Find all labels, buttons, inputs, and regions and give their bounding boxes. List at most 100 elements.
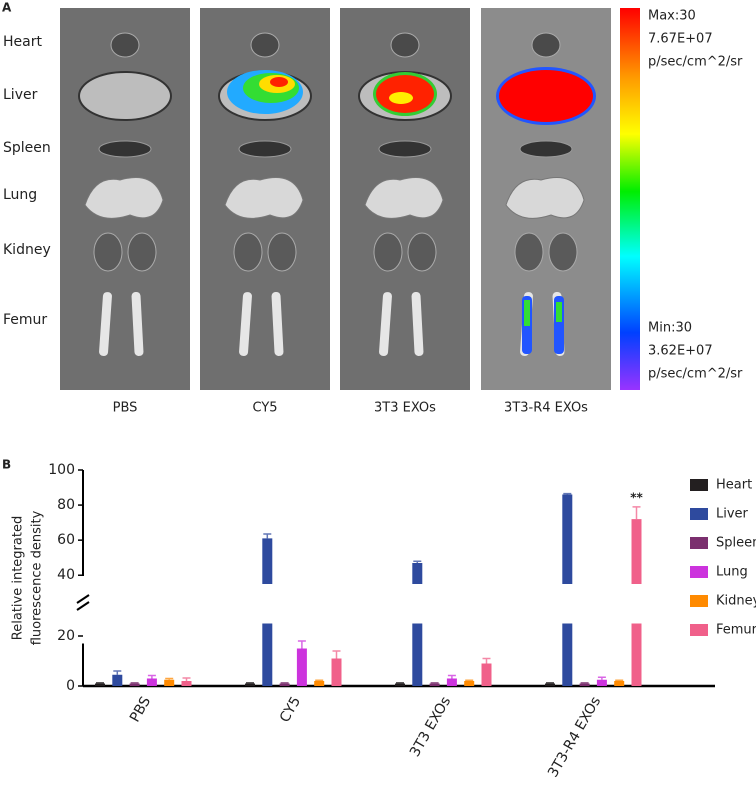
y-tick-label: 60 <box>57 532 75 548</box>
colorbar-max-label: Max:30 <box>648 9 696 24</box>
y-tick-label: 100 <box>48 462 75 478</box>
signal <box>524 300 530 326</box>
kidney <box>514 232 544 272</box>
error-bar <box>332 650 341 659</box>
colorbar-min-label: p/sec/cm^2/sr <box>648 367 743 382</box>
bar <box>614 681 625 686</box>
legend-label: Spleen <box>716 536 756 551</box>
colorbar-min-label: 3.62E+07 <box>648 344 713 359</box>
error-bar <box>113 670 122 675</box>
kidney <box>93 232 123 272</box>
x-tick-label: 3T3 EXOs <box>407 694 454 760</box>
organ-label: Kidney <box>3 242 51 258</box>
error-bar <box>315 679 324 681</box>
error-bar <box>182 677 191 681</box>
legend-swatch <box>690 479 708 491</box>
kidney <box>127 232 157 272</box>
error-bar <box>280 682 289 684</box>
error-bar <box>130 682 139 684</box>
error-bar <box>563 492 572 495</box>
femur <box>239 292 252 357</box>
legend-swatch <box>690 624 708 636</box>
colorbar-max-label: p/sec/cm^2/sr <box>648 55 743 70</box>
y-tick-label: 20 <box>57 628 75 644</box>
legend-label: Liver <box>716 507 749 522</box>
bar <box>446 678 457 686</box>
error-bar <box>482 657 491 664</box>
heart <box>390 32 420 58</box>
x-tick-label: 3T3-R4 EXOs <box>545 694 604 780</box>
organ-label: Femur <box>3 312 47 328</box>
signal <box>556 302 562 322</box>
lung <box>364 177 444 219</box>
panel-b: B Relative integrated fluorescence density… <box>2 458 756 781</box>
group-label: PBS <box>113 401 138 416</box>
lung <box>505 177 585 219</box>
spleen <box>238 140 292 158</box>
heart <box>110 32 140 58</box>
bar <box>481 663 492 686</box>
signal <box>270 77 288 87</box>
error-bar <box>546 682 554 684</box>
kidney <box>233 232 263 272</box>
femur <box>411 291 424 356</box>
kidney <box>548 232 578 272</box>
bar <box>181 681 192 686</box>
bar <box>146 678 157 686</box>
femur <box>99 292 112 357</box>
femur <box>379 292 392 357</box>
bar <box>314 681 325 686</box>
legend-swatch <box>690 537 708 549</box>
organ-label: Lung <box>3 187 37 203</box>
bar <box>112 674 123 686</box>
y-tick-label: 80 <box>57 497 75 513</box>
signal <box>389 92 413 104</box>
bar <box>296 648 307 686</box>
bar <box>245 683 255 686</box>
legend-swatch <box>690 595 708 607</box>
group-label: 3T3 EXOs <box>374 401 436 416</box>
error-bar <box>396 682 404 684</box>
kidney <box>407 232 437 272</box>
kidney <box>373 232 403 272</box>
colorbar-max-label: 7.67E+07 <box>648 32 713 47</box>
panel-a: A Heart Liver Spleen Lung Kidney Femur PBS CY5 3T… <box>2 1 743 416</box>
organ-label: Heart <box>3 34 42 50</box>
kidney <box>267 232 297 272</box>
error-bar <box>615 679 624 681</box>
bar <box>579 683 590 686</box>
legend-label: Kidney <box>716 594 756 609</box>
error-bar <box>413 560 422 563</box>
error-bar <box>297 640 306 649</box>
spleen <box>98 140 152 158</box>
y-tick-label: 40 <box>57 567 75 583</box>
bar <box>429 683 440 686</box>
x-tick-label: PBS <box>127 694 154 725</box>
spleen <box>519 140 573 158</box>
legend-label: Femur <box>716 623 756 638</box>
bar <box>596 679 607 686</box>
y-axis-label: fluorescence density <box>30 510 45 645</box>
error-bar <box>632 506 641 520</box>
y-axis-label: Relative integrated <box>11 516 26 640</box>
group-label: 3T3-R4 EXOs <box>504 401 588 416</box>
axis-break <box>76 594 90 604</box>
bar <box>464 681 475 686</box>
error-bar <box>147 674 156 679</box>
y-tick-label: 0 <box>66 678 75 694</box>
femur <box>271 291 284 356</box>
bar <box>129 683 140 686</box>
bar <box>545 683 555 686</box>
annotation: ** <box>630 490 643 504</box>
bar <box>164 679 175 686</box>
error-bar <box>465 679 474 681</box>
x-tick-label: CY5 <box>277 694 304 725</box>
legend-swatch <box>690 508 708 520</box>
liver <box>78 71 172 121</box>
legend-swatch <box>690 566 708 578</box>
colorbar-min-label: Min:30 <box>648 321 692 336</box>
bar <box>562 494 573 686</box>
bar <box>279 683 290 686</box>
error-bar <box>597 676 606 680</box>
